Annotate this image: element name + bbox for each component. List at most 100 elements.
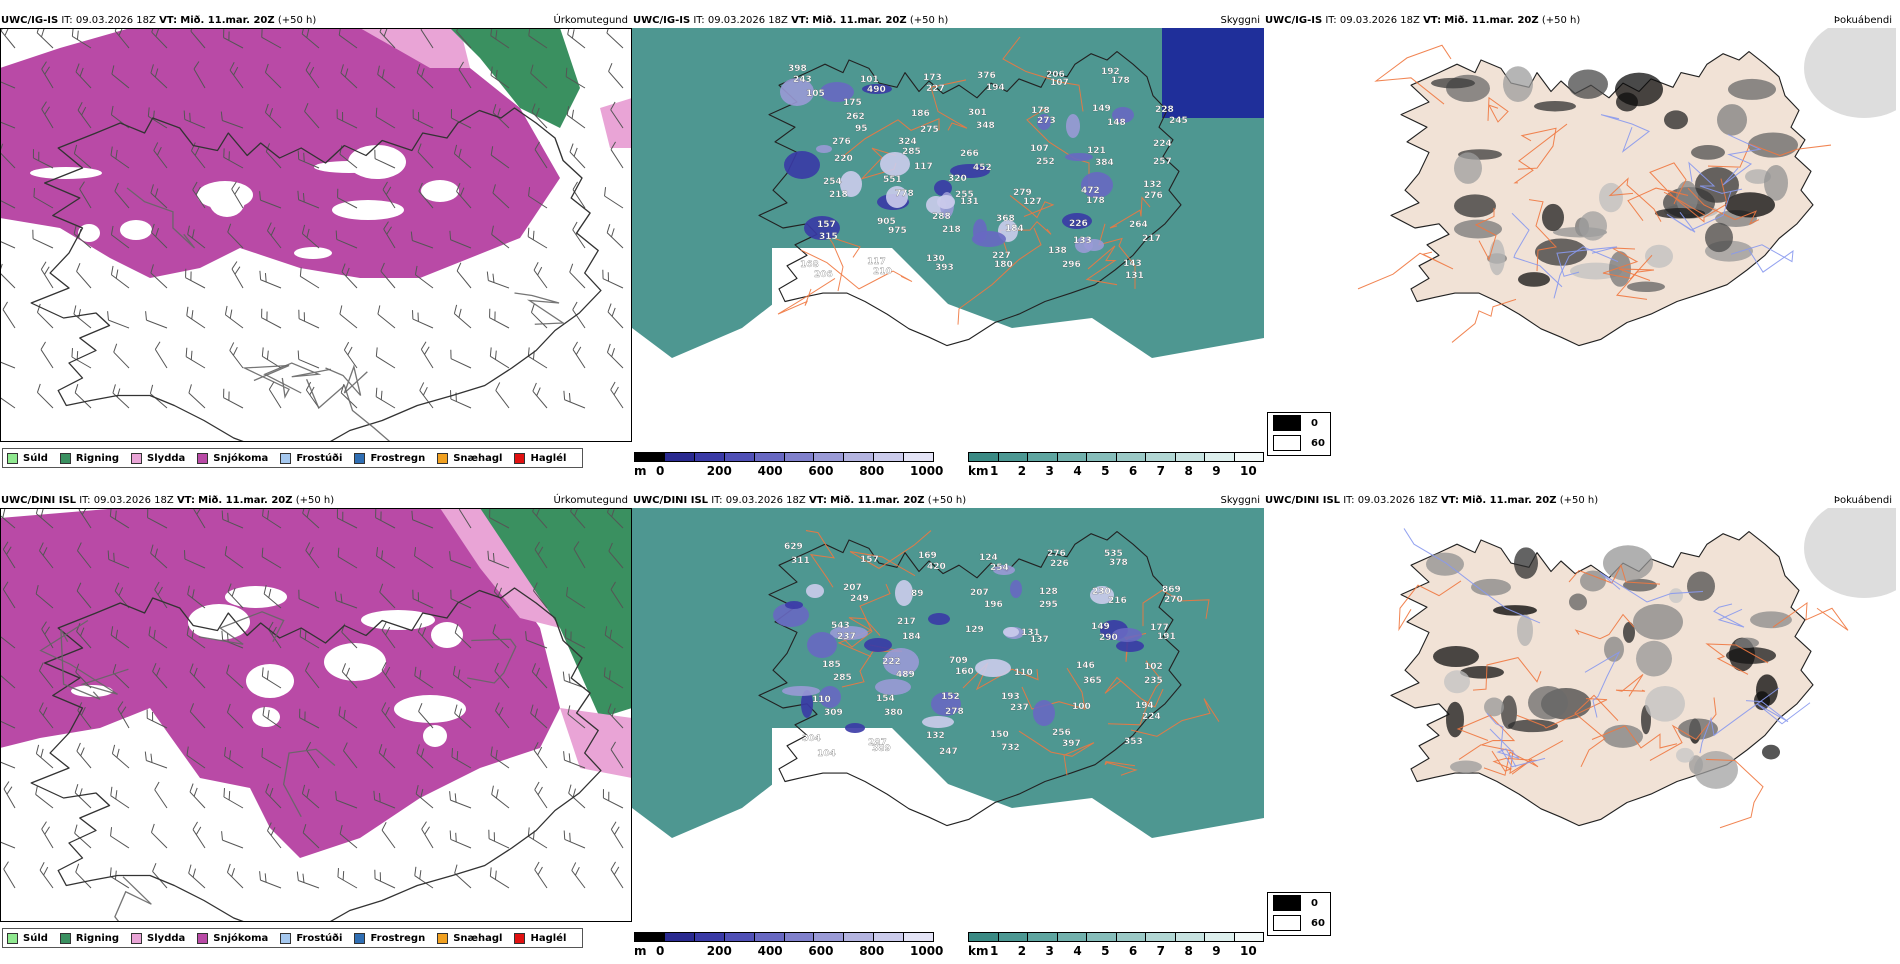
colorbar-step — [694, 933, 725, 941]
peak-label: 191 — [1157, 632, 1176, 642]
legend-label: Frostúði — [296, 932, 343, 944]
peak-label: 133 — [1073, 236, 1092, 246]
peak-label: 243 — [793, 75, 812, 85]
peak-label: 311 — [791, 556, 810, 566]
precip-legend-item: Slydda — [131, 452, 185, 464]
peak-label: 217 — [897, 617, 916, 627]
colorbar-step — [1087, 453, 1117, 461]
precip-legend-item: Snjókoma — [197, 932, 268, 944]
peak-label: 262 — [846, 112, 865, 122]
visibility-map[interactable]: 398 175 324 320 368 138 192 228 276 551 288 227 206 1… — [632, 28, 1264, 442]
lead-time: (+50 h) — [1541, 15, 1581, 26]
visibility-map[interactable]: 629 207 217 709 193 256 535 869 543 222 152 150 276 2… — [632, 508, 1264, 922]
precip-legend-item: Rigning — [59, 932, 119, 944]
valid-time: Mið. 11.mar. 20Z — [1462, 495, 1557, 506]
colorbar-tick: 200 — [706, 464, 732, 478]
lead-time: (+50 h) — [1559, 495, 1599, 506]
peak-label: 210 — [873, 267, 892, 277]
precip-type-panel-bottom: UWC/DINI ISL IT: 09.03.2026 18Z VT: Mið.… — [0, 494, 632, 964]
peak-label: 226 — [1069, 219, 1088, 229]
peak-label: 131 — [960, 197, 979, 207]
peak-label: 252 — [1036, 157, 1055, 167]
colorbar-step — [814, 933, 845, 941]
fog-map[interactable] — [1264, 28, 1896, 442]
peak-label: 296 — [1062, 260, 1081, 270]
peak-label: 290 — [1099, 633, 1118, 643]
fog-swatch-low — [1273, 895, 1301, 911]
peak-label: 227 — [992, 251, 1011, 261]
peak-label: 110 — [1014, 668, 1033, 678]
peak-label: 389 — [872, 744, 891, 754]
peak-label: 224 — [1142, 712, 1161, 722]
legend-label: Snæhagl — [453, 932, 503, 944]
peak-label: 128 — [1039, 587, 1058, 597]
colorbar-step — [1205, 933, 1235, 941]
valid-time: Mið. 11.mar. 20Z — [180, 15, 275, 26]
peak-label: 353 — [1124, 737, 1143, 747]
peak-label: 105 — [806, 89, 825, 99]
peak-label: 245 — [1169, 116, 1188, 126]
peak-label: 129 — [965, 625, 984, 635]
lead-time: (+50 h) — [295, 495, 335, 506]
peak-label: 130 — [926, 254, 945, 264]
precip-map[interactable] — [0, 28, 632, 442]
peak-label: 732 — [1001, 743, 1020, 753]
colorbar-step — [635, 453, 665, 461]
peak-label: 288 — [932, 212, 951, 222]
peak-label: 285 — [833, 673, 852, 683]
legend-swatch — [197, 452, 209, 464]
valid-time: Mið. 11.mar. 20Z — [830, 495, 925, 506]
colorbar-step — [1028, 933, 1058, 941]
peak-label: 222 — [882, 657, 901, 667]
peak-label: 315 — [819, 232, 838, 242]
peak-label: 220 — [834, 154, 853, 164]
colorbar-step — [904, 453, 934, 461]
peak-label: 869 — [1162, 585, 1181, 595]
peak-label: 117 — [914, 162, 933, 172]
it-label: IT: — [61, 15, 73, 26]
peak-label: 278 — [945, 707, 964, 717]
panel-header: UWC/IG-IS IT: 09.03.2026 18Z VT: Mið. 11… — [632, 14, 1264, 28]
peak-label: 320 — [948, 174, 967, 184]
precip-legend-item: Slydda — [131, 932, 186, 944]
legend-swatch — [59, 932, 71, 944]
peak-label: 273 — [1037, 116, 1056, 126]
peak-label: 107 — [1050, 78, 1069, 88]
visibility-panel-bottom: UWC/DINI ISL IT: 09.03.2026 18Z VT: Mið.… — [632, 494, 1264, 964]
peak-label: 224 — [1153, 139, 1172, 149]
peak-label: 148 — [1107, 118, 1126, 128]
peak-label: 160 — [955, 667, 974, 677]
init-time: 09.03.2026 18Z — [725, 495, 806, 506]
init-time: 09.03.2026 18Z — [1339, 15, 1420, 26]
colorbar-tick: 8 — [1184, 464, 1193, 478]
fog-map[interactable] — [1264, 508, 1896, 922]
peak-label: 551 — [883, 175, 902, 185]
precip-map[interactable] — [0, 508, 632, 922]
peak-label: 186 — [911, 109, 930, 119]
colorbar-step — [1116, 933, 1146, 941]
legend-swatch — [514, 452, 526, 464]
peak-label: 154 — [876, 694, 895, 704]
peak-label: 178 — [1086, 196, 1105, 206]
precip-legend-item: Frostregn — [354, 932, 425, 944]
colorbar-tick: 4 — [1073, 944, 1082, 958]
colorbar-tick: 1000 — [910, 464, 944, 478]
colorbar-step — [664, 453, 695, 461]
fog-panel-bottom: UWC/DINI ISL IT: 09.03.2026 18Z VT: Mið.… — [1264, 494, 1896, 964]
peak-label: 380 — [884, 708, 903, 718]
peak-label: 107 — [1030, 144, 1049, 154]
peak-label: 348 — [976, 121, 995, 131]
legend-label: Slydda — [147, 932, 186, 944]
peak-label: 397 — [1062, 739, 1081, 749]
peak-label: 420 — [927, 562, 946, 572]
model-name: UWC/DINI ISL — [1265, 495, 1341, 506]
peak-label: 131 — [1021, 628, 1040, 638]
model-name: UWC/IG-IS — [1265, 15, 1323, 26]
model-name: UWC/DINI ISL — [1, 495, 77, 506]
panel-title: Úrkomutegund — [553, 15, 628, 26]
peak-label: 101 — [860, 75, 879, 85]
precip-legend-item: Haglél — [514, 932, 566, 944]
peak-label: 184 — [1005, 224, 1024, 234]
peak-label: 169 — [918, 551, 937, 561]
peak-label: 227 — [926, 84, 945, 94]
